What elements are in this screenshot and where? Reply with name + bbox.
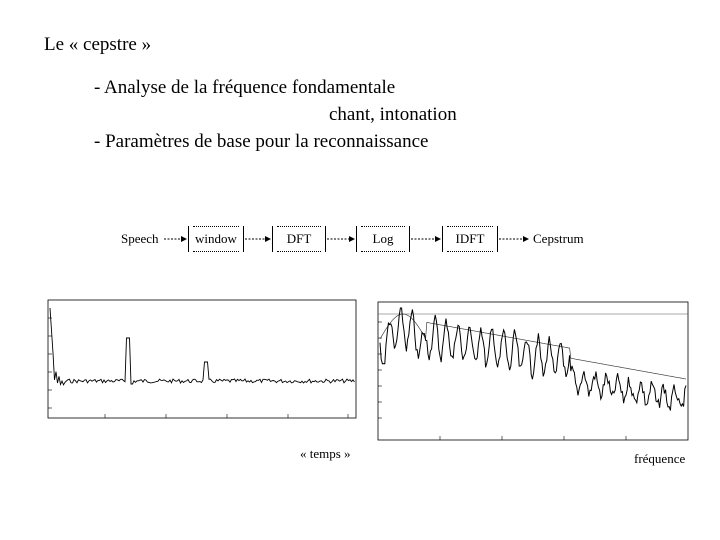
log-spectrum-plot: [377, 301, 689, 441]
pipeline-step-log: Log: [356, 226, 410, 252]
log-spectrum-signal: [379, 307, 687, 411]
pipeline-step-label: Log: [372, 231, 394, 246]
pipeline-step-window: window: [188, 226, 244, 252]
x-ticks: [439, 436, 627, 440]
pipeline-output-label: Cepstrum: [533, 231, 584, 246]
plot-frame: [377, 301, 689, 441]
y-ticks: [378, 321, 382, 419]
x-ticks: [104, 414, 349, 418]
cepstrum-signal: [49, 307, 355, 387]
pipeline-step-label: DFT: [286, 231, 312, 246]
cepstrum-plot: [47, 299, 357, 419]
pipeline-step-label: window: [195, 231, 237, 246]
spectral-envelope: [379, 313, 687, 380]
bullet-f0-subitem: chant, intonation: [329, 104, 457, 125]
bullet-recognition: - Paramètres de base pour la reconnaissa…: [94, 131, 429, 152]
left-plot-caption: « temps »: [300, 446, 351, 461]
slide-title: Le « cepstre »: [44, 34, 152, 55]
right-plot-caption: fréquence: [634, 451, 686, 466]
pipeline-step-idft: IDFT: [442, 226, 498, 252]
pipeline-step-label: IDFT: [455, 231, 485, 246]
pipeline-input-label: Speech: [121, 231, 159, 246]
bullet-f0-analysis: - Analyse de la fréquence fondamentale: [94, 77, 396, 98]
pipeline-step-dft: DFT: [272, 226, 326, 252]
y-ticks: [48, 317, 52, 409]
plot-frame: [47, 299, 357, 419]
